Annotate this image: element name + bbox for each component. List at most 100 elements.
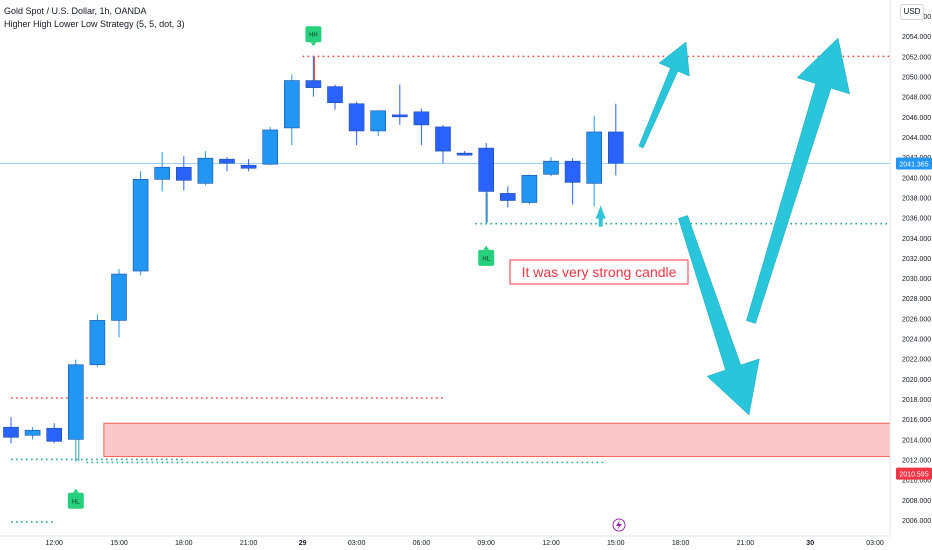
candle-body bbox=[564, 160, 581, 183]
annotation-text: It was very strong candle bbox=[522, 264, 677, 280]
pivot-label-hl: HL bbox=[478, 245, 495, 266]
time-axis[interactable]: 12:00 15:00 18:00 21:00 29 03:00 06:00 09:00 12:… bbox=[0, 518, 890, 547]
price-tick-label: 2038.000 bbox=[902, 195, 931, 202]
currency-button[interactable]: USD bbox=[900, 4, 924, 20]
candle-body bbox=[370, 110, 387, 132]
time-tick-label: 15:00 bbox=[110, 540, 128, 547]
candle[interactable] bbox=[111, 269, 127, 338]
candle-body bbox=[348, 103, 365, 132]
candle[interactable] bbox=[413, 108, 430, 146]
candle-body bbox=[240, 164, 257, 169]
annotation-callout[interactable]: It was very strong candle bbox=[509, 259, 689, 285]
candle-body bbox=[586, 131, 603, 184]
candle-body bbox=[46, 427, 63, 442]
candle[interactable] bbox=[370, 110, 387, 136]
candle[interactable] bbox=[348, 101, 365, 146]
pivot-label-hl: HL bbox=[67, 488, 84, 509]
candle-body bbox=[176, 166, 192, 181]
pivot-markers: HH HL HL It was very strong candle bbox=[67, 26, 689, 509]
pivot-label-text: HH bbox=[309, 33, 318, 39]
time-tick-label: 18:00 bbox=[672, 540, 690, 547]
candle-body bbox=[327, 86, 343, 104]
time-tick-label: 09:00 bbox=[477, 540, 495, 547]
candle[interactable] bbox=[435, 124, 451, 164]
candle[interactable] bbox=[499, 186, 516, 208]
candle[interactable] bbox=[24, 427, 41, 440]
candle[interactable] bbox=[543, 157, 559, 177]
event-lightning-icon[interactable] bbox=[612, 518, 626, 532]
candle-body bbox=[478, 147, 495, 192]
price-tag: 2041.365 bbox=[896, 157, 932, 170]
price-tick-label: 2024.000 bbox=[902, 337, 931, 344]
price-tick-label: 2016.000 bbox=[902, 417, 931, 424]
candle[interactable] bbox=[327, 84, 343, 110]
pivot-label-pointer bbox=[310, 42, 317, 47]
down-arrow-icon bbox=[678, 215, 760, 416]
candle[interactable] bbox=[456, 151, 473, 156]
time-tick-label: 21:00 bbox=[737, 540, 755, 547]
price-tag-label: 2010.595 bbox=[899, 472, 928, 479]
candle[interactable] bbox=[3, 417, 19, 444]
pivot-label-box bbox=[305, 26, 322, 43]
price-tick-label: 2044.000 bbox=[902, 135, 931, 142]
candle[interactable] bbox=[305, 56, 322, 97]
price-tick-label: 2046.000 bbox=[902, 115, 931, 122]
candle-body bbox=[521, 174, 538, 203]
price-tick-label: 2010.000 bbox=[902, 478, 931, 485]
candle[interactable] bbox=[197, 151, 214, 186]
price-tag-bg bbox=[896, 467, 932, 480]
price-tick-label: 2050.000 bbox=[902, 75, 931, 82]
candle[interactable] bbox=[132, 171, 149, 276]
annotation-box bbox=[509, 259, 689, 285]
candle[interactable] bbox=[68, 359, 84, 462]
pivot-label-hh: HH bbox=[305, 26, 322, 47]
candle-body bbox=[89, 320, 106, 366]
candle-body bbox=[68, 364, 84, 440]
price-tick-label: 2012.000 bbox=[902, 457, 931, 464]
price-axis-bg bbox=[890, 0, 932, 550]
candle[interactable] bbox=[564, 158, 581, 205]
price-tick-label: 2014.000 bbox=[902, 437, 931, 444]
candle-body bbox=[111, 273, 127, 321]
price-axis[interactable]: 2006.000 2008.000 2010.000 2012.000 2014.000… bbox=[889, 0, 932, 550]
candle-body bbox=[283, 80, 300, 129]
candle-body bbox=[305, 80, 322, 88]
pivot-label-text: HL bbox=[72, 499, 80, 505]
indicator-legend[interactable]: Higher High Lower Low Strategy (5, 5, do… bbox=[4, 19, 185, 29]
candle[interactable] bbox=[391, 84, 408, 125]
candle[interactable] bbox=[262, 126, 279, 166]
price-tick-label: 2030.000 bbox=[902, 276, 931, 283]
candle[interactable] bbox=[586, 115, 603, 207]
time-tick-label: 12:00 bbox=[45, 540, 63, 547]
candle[interactable] bbox=[607, 103, 624, 176]
candle-body bbox=[413, 111, 430, 126]
candle[interactable] bbox=[89, 314, 106, 367]
candle[interactable] bbox=[46, 423, 63, 444]
candle[interactable] bbox=[240, 159, 257, 172]
price-tag: 2010.595 bbox=[896, 467, 932, 480]
candle[interactable] bbox=[521, 174, 538, 205]
up-arrow-large-icon bbox=[746, 37, 850, 324]
symbol-title[interactable]: Gold Spot / U.S. Dollar, 1h, OANDA bbox=[4, 6, 147, 16]
candle[interactable] bbox=[219, 157, 235, 172]
time-tick-label: 30 bbox=[806, 540, 814, 547]
price-tick-label: 2040.000 bbox=[902, 175, 931, 182]
candle[interactable] bbox=[176, 156, 192, 191]
candle[interactable] bbox=[154, 152, 170, 192]
level-lines bbox=[0, 55, 929, 523]
arrows bbox=[638, 37, 850, 416]
price-tag-bg bbox=[896, 157, 932, 170]
candle-body bbox=[456, 152, 473, 156]
candle-body bbox=[219, 158, 235, 164]
price-tick-label: 2006.000 bbox=[902, 518, 931, 525]
supply-demand-zone bbox=[103, 422, 919, 457]
pivot-label-text: HL bbox=[482, 256, 490, 262]
pivot-label-box bbox=[67, 492, 84, 509]
pivot-label-pointer bbox=[72, 488, 79, 493]
candle[interactable] bbox=[478, 143, 495, 223]
candles[interactable] bbox=[3, 56, 624, 462]
time-tick-label: 29 bbox=[299, 540, 307, 547]
candle[interactable] bbox=[283, 74, 300, 146]
price-tick-label: 2048.000 bbox=[902, 95, 931, 102]
